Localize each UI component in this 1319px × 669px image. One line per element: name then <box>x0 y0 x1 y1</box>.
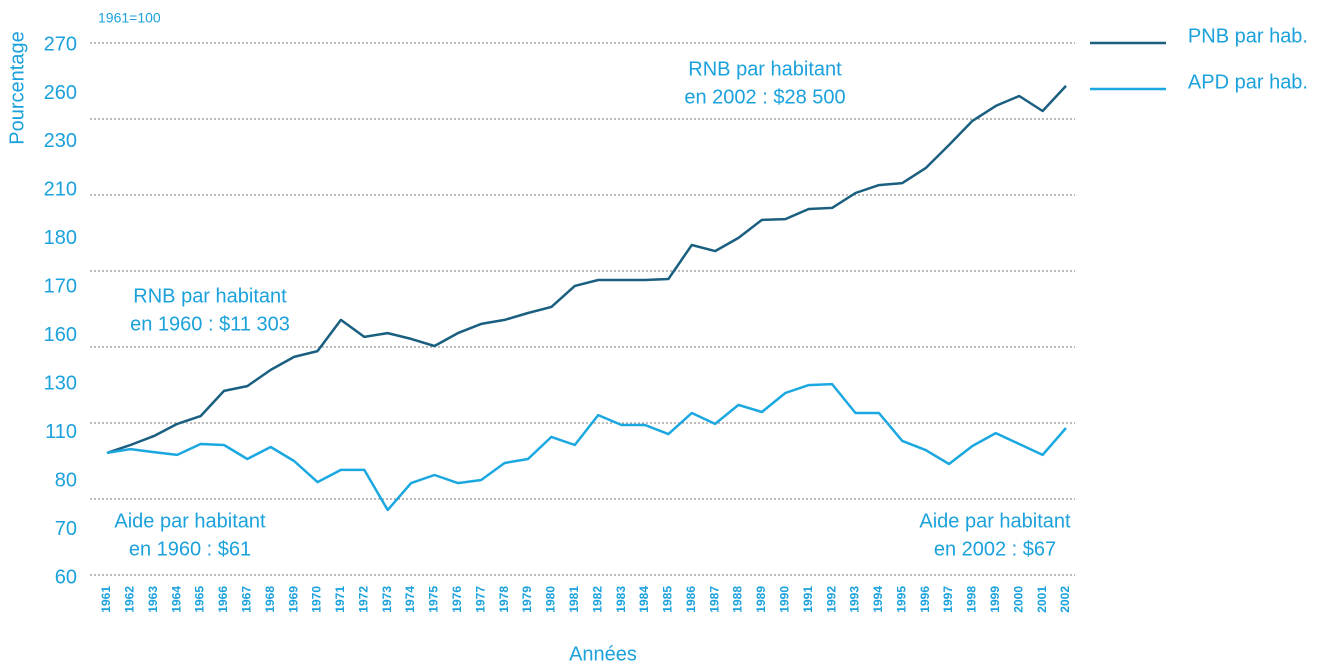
legend-label: APD par hab. <box>1188 71 1308 93</box>
x-tick-label: 1966 <box>216 586 230 613</box>
x-tick-label: 2000 <box>1011 586 1025 613</box>
x-tick-label: 1980 <box>544 586 558 613</box>
x-tick-label: 1996 <box>918 586 932 613</box>
x-tick-label: 1992 <box>824 586 838 613</box>
x-tick-label: 1981 <box>567 586 581 613</box>
x-tick-label: 1965 <box>193 586 207 613</box>
y-tick-label: 160 <box>44 324 77 346</box>
x-tick-label: 1973 <box>380 586 394 613</box>
x-tick-label: 1976 <box>450 586 464 613</box>
x-tick-label: 1967 <box>240 586 254 613</box>
annotation: en 1960 : $11 303 <box>130 313 290 335</box>
y-tick-label: 110 <box>45 421 77 443</box>
y-tick-label: 230 <box>44 130 77 152</box>
y-axis-label: Pourcentage <box>6 31 28 144</box>
x-tick-label: 1985 <box>661 586 675 613</box>
y-tick-label: 130 <box>44 372 77 394</box>
annotation: Aide par habitant <box>919 510 1071 532</box>
y-tick-label: 70 <box>55 518 77 540</box>
x-tick-label: 1968 <box>263 586 277 613</box>
y-tick-label: 60 <box>55 566 77 588</box>
series-line <box>106 382 1067 512</box>
legend-label: PNB par hab. <box>1188 25 1308 47</box>
annotation: en 2002 : $67 <box>934 538 1056 560</box>
x-tick-label: 1991 <box>801 586 815 613</box>
x-tick-label: 1961 <box>99 586 113 613</box>
y-tick-label: 270 <box>44 33 77 55</box>
x-tick-label: 1963 <box>146 586 160 613</box>
x-axis-label: Années <box>569 643 637 665</box>
x-tick-label: 1975 <box>427 586 441 613</box>
x-tick-label: 1982 <box>590 586 604 613</box>
x-tick-label: 1983 <box>614 586 628 613</box>
x-tick-label: 1974 <box>403 586 417 613</box>
annotation: en 2002 : $28 500 <box>684 86 845 108</box>
x-tick-label: 1988 <box>731 586 745 613</box>
x-tick-label: 1993 <box>848 586 862 613</box>
x-tick-label: 1984 <box>637 586 651 613</box>
x-tick-label: 1962 <box>123 586 137 613</box>
subtitle: 1961=100 <box>98 10 161 26</box>
x-tick-label: 1990 <box>777 586 791 613</box>
x-tick-label: 2001 <box>1035 586 1049 613</box>
annotation: Aide par habitant <box>114 510 266 532</box>
x-tick-label: 1995 <box>894 586 908 613</box>
x-tick-label: 1989 <box>754 586 768 613</box>
x-tick-label: 1978 <box>497 586 511 613</box>
x-tick-label: 1964 <box>169 586 183 613</box>
x-tick-label: 1994 <box>871 586 885 613</box>
annotation: RNB par habitant <box>133 285 287 307</box>
x-tick-label: 2002 <box>1058 586 1072 613</box>
x-tick-label: 1998 <box>965 586 979 613</box>
annotation: en 1960 : $61 <box>129 538 251 560</box>
x-tick-label: 1972 <box>356 586 370 613</box>
y-tick-label: 170 <box>44 276 77 298</box>
x-tick-label: 1977 <box>473 586 487 613</box>
x-tick-label: 1979 <box>520 586 534 613</box>
y-tick-label: 80 <box>55 469 77 491</box>
x-tick-label: 1970 <box>310 586 324 613</box>
y-tick-label: 180 <box>44 227 77 249</box>
x-tick-label: 1971 <box>333 586 347 613</box>
y-tick-label: 210 <box>44 179 77 201</box>
x-tick-label: 1997 <box>941 586 955 613</box>
y-tick-label: 260 <box>44 82 77 104</box>
annotation: RNB par habitant <box>688 58 842 80</box>
x-tick-label: 1986 <box>684 586 698 613</box>
series-line <box>106 85 1067 455</box>
x-tick-label: 1987 <box>707 586 721 613</box>
x-tick-label: 1969 <box>286 586 300 613</box>
x-tick-label: 1999 <box>988 586 1002 613</box>
